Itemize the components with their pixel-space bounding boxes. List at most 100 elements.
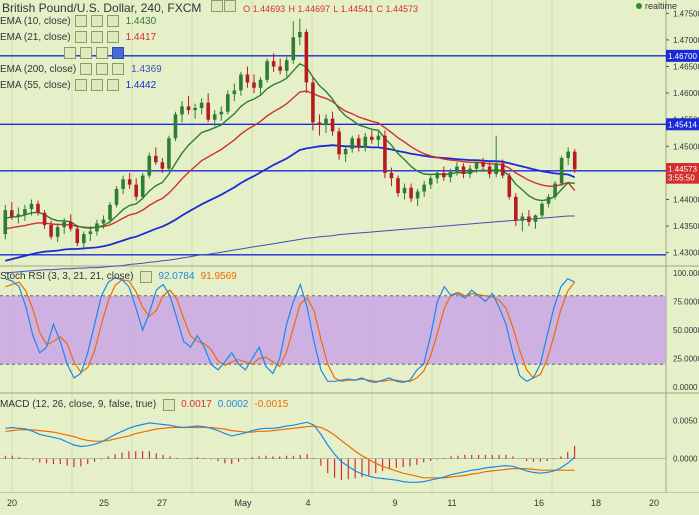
indicator-toggle-button[interactable]	[90, 15, 103, 27]
candle-body	[3, 210, 8, 235]
indicator-toggle-button[interactable]	[74, 79, 87, 91]
macd-signal-value: -0.0015	[254, 399, 289, 410]
candle-body	[180, 106, 184, 115]
time-axis-label: 11	[447, 498, 456, 508]
stoch-tick-label: 25.0000	[673, 355, 699, 364]
candle-body	[291, 37, 296, 61]
candle-body	[199, 102, 204, 108]
indicator-value: 1.4417	[125, 31, 157, 43]
indicator-toggle-button[interactable]	[106, 15, 119, 27]
settings-button[interactable]	[210, 0, 223, 12]
indicator-legend-row: EMA (10, close) 1.4430	[0, 15, 156, 27]
candle-body	[16, 214, 21, 217]
macd-line	[5, 421, 575, 483]
price-tag-label: 1.46700	[668, 52, 697, 61]
macd-tick-label: 0.0050	[673, 417, 698, 426]
candle-body	[559, 158, 564, 184]
indicator-value: 1.4442	[125, 79, 157, 91]
indicator-toggle-button[interactable]	[74, 31, 87, 43]
indicator-toggle-button[interactable]	[80, 63, 93, 75]
candle-body	[108, 204, 112, 220]
stoch-k-line	[5, 276, 575, 384]
price-tick-label: 1.45000	[673, 142, 699, 151]
candle-body	[232, 90, 237, 95]
price-tag-box	[666, 118, 699, 131]
stoch-label: Stoch RSI (3, 3, 21, 21, close)	[0, 271, 134, 282]
indicator-toggle-button[interactable]	[96, 47, 108, 59]
candle-body	[533, 215, 538, 222]
indicator-toggle-button[interactable]	[64, 47, 76, 59]
indicator-visibility-icon[interactable]	[112, 47, 124, 59]
time-axis-label: 18	[591, 498, 601, 508]
ema55-line	[5, 144, 576, 262]
candle-body	[494, 163, 498, 174]
price-tick-label: 1.44000	[673, 196, 699, 205]
indicator-toggle-button[interactable]	[112, 63, 125, 75]
candle-body	[527, 216, 531, 222]
indicator-toggle-button[interactable]	[90, 79, 103, 91]
stoch-legend: Stoch RSI (3, 3, 21, 21, close) 92.0784 …	[0, 271, 237, 283]
price-tag-box	[666, 49, 699, 62]
price-tag-label: 1.44573	[668, 165, 697, 174]
candle-body	[304, 31, 309, 83]
indicator-legend-row: EMA (55, close) 1.4442	[0, 79, 156, 91]
candle-body	[481, 162, 485, 167]
macd-label: MACD (12, 26, close, 9, false, true)	[0, 399, 157, 410]
candle-body	[29, 203, 34, 210]
candle-body	[42, 212, 47, 226]
time-axis-background	[0, 493, 699, 510]
macd-value: 0.0002	[217, 399, 249, 410]
candle-body	[186, 106, 191, 111]
macd-tick-label: 0.0000	[673, 455, 698, 464]
price-tick-label: 1.46500	[673, 63, 699, 72]
candle-body	[114, 188, 119, 205]
candle-body	[330, 118, 335, 132]
candle-body	[383, 135, 387, 173]
price-tick-label: 1.47500	[673, 9, 699, 18]
candle-body	[49, 225, 53, 237]
macd-legend: MACD (12, 26, close, 9, false, true) 0.0…	[0, 399, 288, 411]
ohlc-high: H 1.44697	[288, 4, 331, 14]
candle-body	[36, 203, 40, 213]
candle-body	[514, 196, 518, 221]
stoch-tick-label: 0.0000	[673, 383, 698, 392]
candle-body	[500, 163, 505, 176]
macd-settings-button[interactable]	[163, 399, 176, 411]
price-tag-label: 3:55:50	[668, 174, 695, 183]
price-tick-label: 1.43500	[673, 222, 699, 231]
indicator-toggle-button[interactable]	[106, 79, 119, 91]
ohlc-low: L 1.44541	[333, 4, 374, 14]
candle-body	[370, 136, 374, 140]
candle-body	[311, 82, 315, 123]
indicator-toggle-button[interactable]	[90, 31, 103, 43]
candle-body	[55, 227, 60, 237]
stoch-k-value: 92.0784	[158, 271, 195, 282]
candle-body	[507, 175, 512, 197]
indicator-toggle-button[interactable]	[96, 63, 109, 75]
candle-body	[173, 114, 178, 139]
time-axis-label: 4	[305, 498, 310, 508]
candle-body	[82, 234, 86, 244]
time-axis-label: 9	[392, 498, 397, 508]
candle-body	[160, 162, 165, 169]
indicator-toggle-button[interactable]	[106, 31, 119, 43]
indicator-toggle-button[interactable]	[80, 47, 92, 59]
candle-body	[278, 66, 282, 71]
price-tag-label: 1.45414	[668, 120, 697, 129]
price-tick-label: 1.47000	[673, 36, 699, 45]
candle-body	[442, 172, 446, 178]
time-axis-label: 16	[534, 498, 544, 508]
stoch-tick-label: 75.0000	[673, 298, 699, 307]
hide-button[interactable]	[223, 0, 236, 12]
indicator-label: EMA (10, close)	[0, 15, 71, 27]
indicator-toggle-button[interactable]	[74, 15, 87, 27]
stoch-d-line	[5, 279, 576, 382]
candle-body	[212, 114, 217, 120]
candle-body	[154, 155, 158, 163]
candle-body	[461, 166, 466, 174]
macd-hist-value: 0.0017	[181, 399, 212, 410]
candle-body	[409, 187, 413, 199]
stoch-settings-button[interactable]	[140, 271, 153, 283]
